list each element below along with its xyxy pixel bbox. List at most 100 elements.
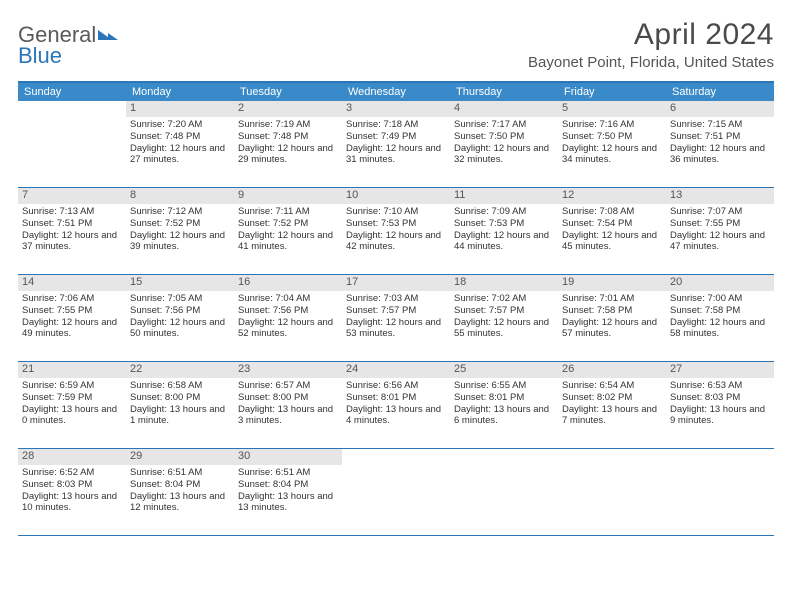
day-cell: 24Sunrise: 6:56 AMSunset: 8:01 PMDayligh…	[342, 362, 450, 448]
day-cell: 18Sunrise: 7:02 AMSunset: 7:57 PMDayligh…	[450, 275, 558, 361]
day-line: Daylight: 12 hours and 31 minutes.	[346, 143, 446, 167]
calendar: SundayMondayTuesdayWednesdayThursdayFrid…	[18, 81, 774, 536]
dow-cell: Wednesday	[342, 83, 450, 101]
day-line: Sunset: 8:03 PM	[22, 479, 122, 491]
day-line: Sunrise: 7:06 AM	[22, 293, 122, 305]
day-cell: 17Sunrise: 7:03 AMSunset: 7:57 PMDayligh…	[342, 275, 450, 361]
day-line: Sunset: 7:50 PM	[562, 131, 662, 143]
day-number: 30	[234, 449, 342, 465]
day-line: Daylight: 13 hours and 13 minutes.	[238, 491, 338, 515]
day-line: Sunset: 7:57 PM	[454, 305, 554, 317]
day-cell: 19Sunrise: 7:01 AMSunset: 7:58 PMDayligh…	[558, 275, 666, 361]
day-body: Sunrise: 7:08 AMSunset: 7:54 PMDaylight:…	[558, 206, 666, 258]
day-line: Daylight: 12 hours and 44 minutes.	[454, 230, 554, 254]
day-line: Sunrise: 7:08 AM	[562, 206, 662, 218]
day-line: Daylight: 12 hours and 47 minutes.	[670, 230, 770, 254]
day-line: Daylight: 12 hours and 45 minutes.	[562, 230, 662, 254]
day-line: Sunset: 8:01 PM	[346, 392, 446, 404]
week-row: 21 Sunrise: 6:59 AMSunset: 7:59 PMDayligh…	[18, 362, 774, 449]
day-line: Sunset: 7:48 PM	[238, 131, 338, 143]
day-line: Sunset: 8:02 PM	[562, 392, 662, 404]
day-number: 7	[18, 188, 126, 204]
day-body: Sunrise: 6:59 AMSunset: 7:59 PMDaylight:…	[18, 380, 126, 432]
day-number: 29	[126, 449, 234, 465]
day-body: Sunrise: 7:15 AMSunset: 7:51 PMDaylight:…	[666, 119, 774, 171]
day-cell	[666, 449, 774, 535]
day-line: Daylight: 12 hours and 52 minutes.	[238, 317, 338, 341]
day-line: Sunset: 7:54 PM	[562, 218, 662, 230]
day-line: Sunset: 7:50 PM	[454, 131, 554, 143]
day-body: Sunrise: 7:04 AMSunset: 7:56 PMDaylight:…	[234, 293, 342, 345]
day-line: Daylight: 12 hours and 29 minutes.	[238, 143, 338, 167]
day-cell: 13Sunrise: 7:07 AMSunset: 7:55 PMDayligh…	[666, 188, 774, 274]
day-body	[558, 467, 666, 471]
day-line: Sunrise: 7:11 AM	[238, 206, 338, 218]
day-number: 2	[234, 101, 342, 117]
day-line: Sunset: 8:04 PM	[130, 479, 230, 491]
day-cell: 5Sunrise: 7:16 AMSunset: 7:50 PMDaylight…	[558, 101, 666, 187]
day-line: Daylight: 13 hours and 0 minutes.	[22, 404, 122, 428]
day-line: Sunset: 7:58 PM	[562, 305, 662, 317]
day-number: 28	[18, 449, 126, 465]
day-cell: 12Sunrise: 7:08 AMSunset: 7:54 PMDayligh…	[558, 188, 666, 274]
day-line: Sunrise: 6:51 AM	[130, 467, 230, 479]
day-line: Sunset: 8:04 PM	[238, 479, 338, 491]
day-body: Sunrise: 6:58 AMSunset: 8:00 PMDaylight:…	[126, 380, 234, 432]
dow-cell: Saturday	[666, 83, 774, 101]
week-row: 28Sunrise: 6:52 AMSunset: 8:03 PMDayligh…	[18, 449, 774, 536]
day-number: 26	[558, 362, 666, 378]
day-line: Daylight: 12 hours and 32 minutes.	[454, 143, 554, 167]
day-body: Sunrise: 6:54 AMSunset: 8:02 PMDaylight:…	[558, 380, 666, 432]
day-body: Sunrise: 6:56 AMSunset: 8:01 PMDaylight:…	[342, 380, 450, 432]
day-number: 25	[450, 362, 558, 378]
day-line: Sunset: 7:56 PM	[238, 305, 338, 317]
day-number: 19	[558, 275, 666, 291]
day-cell	[342, 449, 450, 535]
day-body: Sunrise: 7:16 AMSunset: 7:50 PMDaylight:…	[558, 119, 666, 171]
day-cell: 11Sunrise: 7:09 AMSunset: 7:53 PMDayligh…	[450, 188, 558, 274]
day-body: Sunrise: 7:11 AMSunset: 7:52 PMDaylight:…	[234, 206, 342, 258]
day-line: Sunrise: 7:20 AM	[130, 119, 230, 131]
day-body: Sunrise: 7:03 AMSunset: 7:57 PMDaylight:…	[342, 293, 450, 345]
day-line: Sunset: 7:48 PM	[130, 131, 230, 143]
logo-triangle2-icon	[108, 33, 118, 40]
day-number: 21	[18, 362, 126, 378]
week-row: 14Sunrise: 7:06 AMSunset: 7:55 PMDayligh…	[18, 275, 774, 362]
calendar-page: General Blue April 2024 Bayonet Point, F…	[0, 0, 792, 536]
day-cell: 26 Sunrise: 6:54 AMSunset: 8:02 PMDayligh…	[558, 362, 666, 448]
day-cell	[450, 449, 558, 535]
day-line: Daylight: 13 hours and 1 minute.	[130, 404, 230, 428]
day-body: Sunrise: 6:51 AMSunset: 8:04 PMDaylight:…	[234, 467, 342, 519]
day-cell: 6Sunrise: 7:15 AMSunset: 7:51 PMDaylight…	[666, 101, 774, 187]
day-line: Sunset: 7:52 PM	[238, 218, 338, 230]
dow-cell: Thursday	[450, 83, 558, 101]
day-line: Sunset: 7:55 PM	[22, 305, 122, 317]
day-number: 20	[666, 275, 774, 291]
day-body: Sunrise: 7:10 AMSunset: 7:53 PMDaylight:…	[342, 206, 450, 258]
day-line: Daylight: 12 hours and 36 minutes.	[670, 143, 770, 167]
day-line: Sunset: 7:52 PM	[130, 218, 230, 230]
day-number: 18	[450, 275, 558, 291]
title-block: April 2024 Bayonet Point, Florida, Unite…	[528, 18, 774, 71]
day-cell: 30 Sunrise: 6:51 AMSunset: 8:04 PMDayligh…	[234, 449, 342, 535]
day-cell: 8Sunrise: 7:12 AMSunset: 7:52 PMDaylight…	[126, 188, 234, 274]
day-body: Sunrise: 7:06 AMSunset: 7:55 PMDaylight:…	[18, 293, 126, 345]
day-cell: 1Sunrise: 7:20 AMSunset: 7:48 PMDaylight…	[126, 101, 234, 187]
day-line: Sunrise: 7:04 AM	[238, 293, 338, 305]
day-line: Sunrise: 7:10 AM	[346, 206, 446, 218]
day-cell: 25 Sunrise: 6:55 AMSunset: 8:01 PMDayligh…	[450, 362, 558, 448]
day-line: Sunrise: 7:02 AM	[454, 293, 554, 305]
day-body	[18, 119, 126, 123]
day-line: Daylight: 13 hours and 6 minutes.	[454, 404, 554, 428]
day-body: Sunrise: 6:55 AMSunset: 8:01 PMDaylight:…	[450, 380, 558, 432]
day-body	[666, 467, 774, 471]
dow-cell: Sunday	[18, 83, 126, 101]
day-line: Daylight: 13 hours and 9 minutes.	[670, 404, 770, 428]
day-body: Sunrise: 7:19 AMSunset: 7:48 PMDaylight:…	[234, 119, 342, 171]
day-number: 10	[342, 188, 450, 204]
day-number: 11	[450, 188, 558, 204]
day-line: Sunset: 7:59 PM	[22, 392, 122, 404]
day-line: Sunrise: 7:00 AM	[670, 293, 770, 305]
day-number: 9	[234, 188, 342, 204]
day-cell: 4Sunrise: 7:17 AMSunset: 7:50 PMDaylight…	[450, 101, 558, 187]
